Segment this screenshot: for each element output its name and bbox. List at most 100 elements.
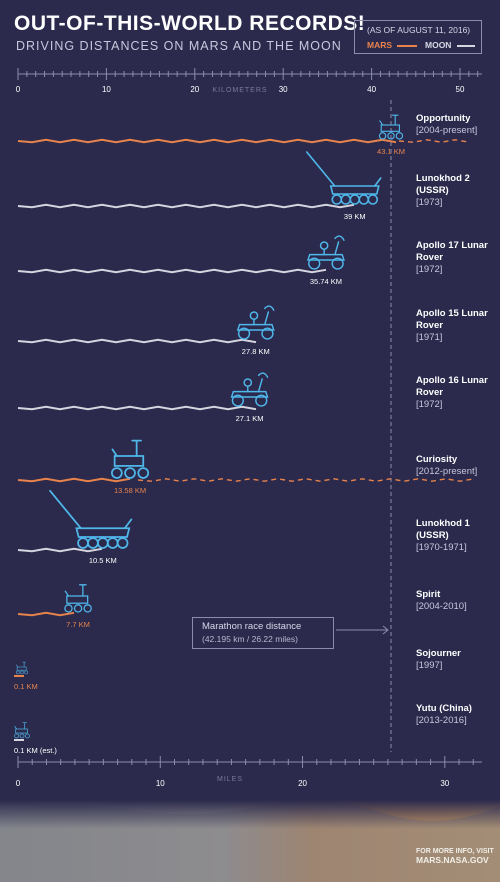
rover-name: Sojourner xyxy=(416,648,461,659)
marathon-detail: (42.195 km / 26.22 miles) xyxy=(202,634,298,644)
distance-track xyxy=(17,477,131,483)
rover-icon xyxy=(378,114,404,140)
rover-mast xyxy=(16,661,26,668)
rover-body xyxy=(306,253,345,261)
distance-track xyxy=(17,268,327,274)
footer-note: FOR MORE INFO, VISIT MARS.NASA.GOV xyxy=(416,847,494,865)
rover-lid xyxy=(305,151,382,187)
rover-body xyxy=(113,455,145,467)
rover-wheel xyxy=(20,670,24,675)
rover-wheel xyxy=(340,194,352,205)
rover-wheel xyxy=(367,194,379,205)
distance-label: 35.74 KM xyxy=(310,277,342,286)
km-tick-label: 20 xyxy=(190,85,199,94)
rover-antenna-dish xyxy=(264,305,275,311)
legend: (AS OF AUGUST 11, 2016) MARS MOON xyxy=(354,20,482,54)
km-axis-title: KILOMETERS xyxy=(212,87,267,94)
distance-label: 27.8 KM xyxy=(242,347,270,356)
rover-years: [1971] xyxy=(416,332,443,343)
series-yutu-china-: 0.1 KM (est.) xyxy=(14,722,57,755)
rover-icon xyxy=(306,235,345,270)
rover-wheel xyxy=(331,257,344,270)
rover-years: [2012-present] xyxy=(416,466,478,477)
rover-wheel xyxy=(261,327,274,340)
rover-name: Opportunity xyxy=(416,113,471,124)
distance-label: 7.7 KM xyxy=(66,620,90,629)
footer-url: MARS.NASA.GOV xyxy=(416,855,489,865)
rover-years: [1997] xyxy=(416,660,443,671)
miles-axis-title: MILES xyxy=(217,776,243,783)
rover-mast xyxy=(14,722,27,730)
marathon-pointer-arrow xyxy=(382,625,389,635)
series-curiosity: 13.58 KM xyxy=(17,439,475,495)
miles-tick-label: 30 xyxy=(440,779,449,788)
rover-icon xyxy=(15,661,29,675)
rover-wheel xyxy=(87,537,99,549)
rover-years: [1972] xyxy=(416,264,443,275)
rover-body xyxy=(15,728,28,734)
rover-astronaut xyxy=(247,378,263,393)
chart-subtitle: DRIVING DISTANCES ON MARS AND THE MOON xyxy=(16,39,342,53)
rover-wheel xyxy=(83,604,92,613)
series-apollo-15-lunar-rover: 27.8 KM xyxy=(17,305,275,356)
distance-label: 10.5 KM xyxy=(89,556,117,565)
marathon-title: Marathon race distance xyxy=(202,621,302,632)
rover-wheel xyxy=(124,467,136,479)
rover-wheel xyxy=(378,132,387,140)
rover-wheel xyxy=(255,394,268,407)
series-apollo-17-lunar-rover: 35.74 KM xyxy=(17,235,345,286)
rover-wheel xyxy=(395,132,404,140)
rover-antenna-dish xyxy=(334,235,345,241)
rover-wheel xyxy=(25,733,30,739)
ground-horizon xyxy=(0,800,500,882)
rover-wheel xyxy=(77,537,89,549)
legend-mars-swatch xyxy=(397,45,417,47)
miles-tick-label: 20 xyxy=(298,779,307,788)
rover-name: Curiosity xyxy=(416,454,458,465)
miles-tick-label: 10 xyxy=(156,779,165,788)
rover-icon xyxy=(230,372,269,407)
distance-label: 39 KM xyxy=(344,212,366,221)
rover-wheel xyxy=(111,467,123,479)
distance-track xyxy=(17,338,257,344)
rover-wheel xyxy=(14,733,19,739)
rover-wheel xyxy=(237,327,251,340)
rover-wheel xyxy=(96,537,109,549)
distance-track xyxy=(17,611,75,617)
distance-track xyxy=(17,547,103,553)
rover-years: [1972] xyxy=(416,399,443,410)
series-opportunity: 43.1 KM xyxy=(17,114,470,156)
rover-icon xyxy=(49,489,133,549)
rover-body xyxy=(329,185,380,195)
rover-wheel xyxy=(308,257,321,270)
rover-name: Yutu (China) xyxy=(416,703,472,714)
rover-wheel xyxy=(231,394,244,407)
marathon-callout: Marathon race distance (42.195 km / 26.2… xyxy=(192,617,334,649)
rover-astronaut-head xyxy=(319,241,329,250)
rover-years: [2013-2016] xyxy=(416,715,467,726)
rover-astronaut xyxy=(253,311,270,326)
rover-wheel xyxy=(358,194,370,205)
rover-name: Apollo 16 Lunar Rover xyxy=(416,375,488,398)
rover-years: [1970-1971] xyxy=(416,542,467,553)
series-sojourner: 0.1 KM xyxy=(14,661,38,691)
rover-name: Lunokhod 2 (USSR) xyxy=(416,173,470,196)
rover-body xyxy=(380,124,400,132)
rover-wheel xyxy=(349,194,361,205)
distance-track xyxy=(17,138,397,144)
rover-astronaut xyxy=(323,241,340,256)
legend-moon-label: MOON xyxy=(425,40,452,50)
rover-wheel xyxy=(116,537,129,549)
rover-years: [2004-present] xyxy=(416,125,478,136)
series-spirit: 7.7 KM xyxy=(17,584,92,629)
ongoing-track xyxy=(398,139,470,143)
miles-tick-label: 0 xyxy=(16,779,21,788)
rover-icon xyxy=(305,151,382,205)
distance-track xyxy=(17,405,257,411)
rover-name: Apollo 15 Lunar Rover xyxy=(416,308,488,331)
rover-wheel xyxy=(24,670,29,675)
rover-wheel xyxy=(19,733,25,739)
distance-label: 13.58 KM xyxy=(114,486,146,495)
